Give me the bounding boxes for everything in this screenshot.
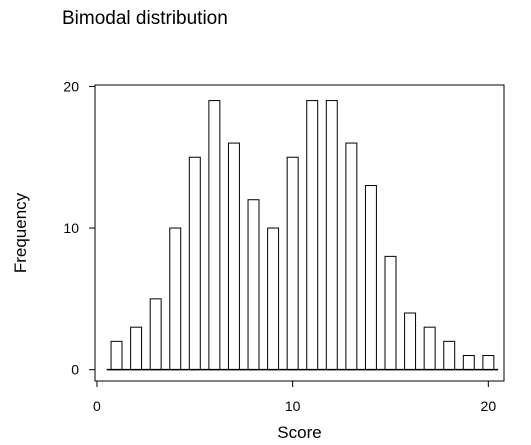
histogram-bar <box>208 100 221 371</box>
y-axis-label: Frequency <box>11 192 30 273</box>
plot-frame <box>94 84 505 382</box>
histogram-bar <box>364 185 377 371</box>
histogram-bar <box>149 298 162 371</box>
x-tick-label: 20 <box>481 398 497 414</box>
histogram-bar <box>384 255 397 371</box>
histogram-bar <box>462 355 475 371</box>
x-axis-ticks: 0 10 20 <box>93 381 496 414</box>
y-tick-label: 10 <box>63 220 79 236</box>
histogram-bar <box>110 340 123 371</box>
histogram-bar <box>286 156 299 371</box>
x-axis-label: Score <box>277 423 321 442</box>
histogram-bar <box>130 326 143 371</box>
histogram-bar <box>325 100 338 371</box>
y-tick-label: 20 <box>63 78 79 94</box>
y-tick-label: 0 <box>71 362 79 378</box>
y-axis-ticks: 0 10 20 <box>63 78 95 378</box>
histogram-bar <box>267 227 280 371</box>
chart-title: Bimodal distribution <box>62 8 228 29</box>
histogram-bar <box>423 326 436 371</box>
histogram-bar <box>443 340 456 371</box>
bars-layer <box>106 100 499 371</box>
x-tick-label: 10 <box>285 398 301 414</box>
histogram-bar <box>169 227 182 371</box>
x-tick-label: 0 <box>93 398 101 414</box>
histogram-bar <box>306 100 319 371</box>
histogram-bar <box>247 199 260 371</box>
histogram-bar <box>345 142 358 371</box>
histogram-bar <box>227 142 240 371</box>
histogram-bar <box>188 156 201 371</box>
plot-area: 0 10 20 0 10 20 <box>63 78 505 414</box>
histogram-bar <box>404 312 417 371</box>
histogram-bar <box>482 355 495 371</box>
